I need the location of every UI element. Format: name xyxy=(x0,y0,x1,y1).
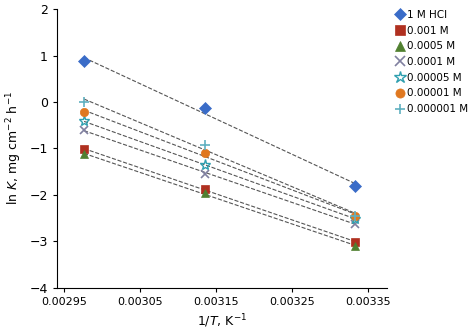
1 M HCl xyxy=(353,184,358,188)
Y-axis label: ln $K$, mg cm$^{-2}$ h$^{-1}$: ln $K$, mg cm$^{-2}$ h$^{-1}$ xyxy=(4,92,24,205)
0.0001 M xyxy=(353,221,358,225)
Line: 0.000001 M: 0.000001 M xyxy=(79,97,360,220)
Line: 0.0001 M: 0.0001 M xyxy=(80,126,360,228)
0.00001 M xyxy=(202,151,208,155)
0.00005 M xyxy=(202,163,208,167)
0.000001 M xyxy=(353,214,358,218)
0.0005 M xyxy=(353,244,358,248)
Line: 1 M HCl: 1 M HCl xyxy=(80,57,360,191)
Line: 0.001 M: 0.001 M xyxy=(80,145,360,246)
0.0001 M xyxy=(81,128,87,132)
1 M HCl xyxy=(202,106,208,110)
0.0001 M xyxy=(202,172,208,176)
0.001 M xyxy=(202,187,208,191)
0.000001 M xyxy=(202,143,208,147)
0.001 M xyxy=(353,240,358,244)
Line: 0.0005 M: 0.0005 M xyxy=(80,150,360,250)
0.00001 M xyxy=(353,214,358,218)
1 M HCl xyxy=(81,59,87,63)
Legend: 1 M HCl, 0.001 M, 0.0005 M, 0.0001 M, 0.00005 M, 0.00001 M, 0.000001 M: 1 M HCl, 0.001 M, 0.0005 M, 0.0001 M, 0.… xyxy=(396,9,469,115)
0.0005 M xyxy=(202,191,208,195)
X-axis label: 1/$T$, K$^{-1}$: 1/$T$, K$^{-1}$ xyxy=(197,312,247,330)
0.0005 M xyxy=(81,152,87,156)
0.00005 M xyxy=(81,120,87,124)
0.00001 M xyxy=(81,110,87,114)
Line: 0.00001 M: 0.00001 M xyxy=(80,108,360,220)
Line: 0.00005 M: 0.00005 M xyxy=(79,116,361,224)
0.001 M xyxy=(81,147,87,151)
0.000001 M xyxy=(81,100,87,104)
0.00005 M xyxy=(353,217,358,221)
